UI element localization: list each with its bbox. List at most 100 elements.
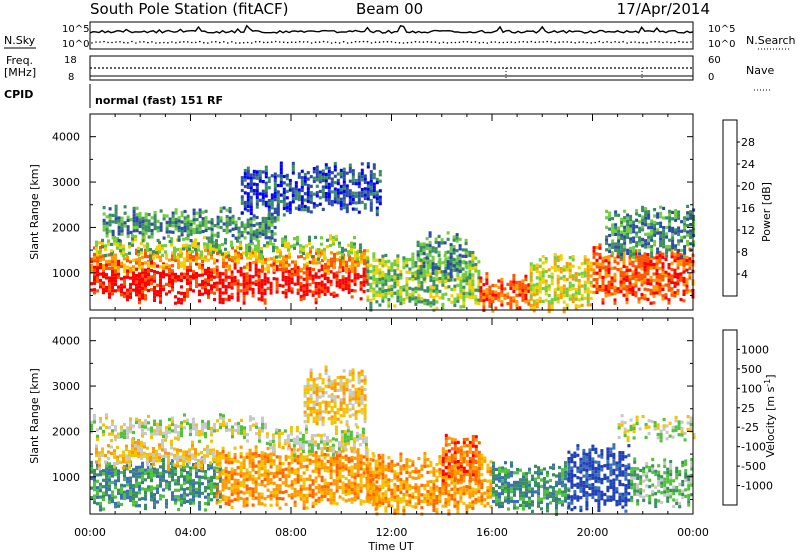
echo-cell bbox=[387, 298, 391, 302]
echo-cell bbox=[186, 272, 189, 276]
echo-cell bbox=[444, 257, 448, 261]
echo-cell bbox=[174, 295, 177, 299]
echo-cell bbox=[122, 466, 125, 470]
echo-cell bbox=[408, 293, 412, 297]
echo-cell bbox=[170, 237, 173, 241]
echo-cell bbox=[141, 421, 144, 425]
echo-cell bbox=[168, 264, 171, 269]
echo-cell bbox=[264, 422, 267, 426]
echo-cell bbox=[240, 431, 243, 435]
echo-cell bbox=[254, 451, 258, 455]
echo-cell bbox=[174, 272, 177, 276]
echo-cell bbox=[393, 269, 397, 273]
echo-cell bbox=[452, 251, 456, 255]
echo-cell bbox=[261, 223, 265, 227]
echo-cell bbox=[254, 445, 258, 449]
echo-cell bbox=[314, 466, 318, 471]
echo-cell bbox=[203, 447, 206, 451]
echo-cell bbox=[174, 423, 177, 427]
echo-cell bbox=[117, 288, 120, 292]
echo-cell bbox=[589, 268, 593, 272]
echo-cell bbox=[607, 264, 611, 268]
echo-cell bbox=[369, 208, 373, 212]
echo-cell bbox=[249, 220, 253, 224]
echo-cell bbox=[610, 282, 614, 286]
echo-cell bbox=[278, 248, 281, 252]
echo-cell bbox=[459, 295, 463, 299]
echo-cell bbox=[339, 265, 342, 269]
echo-cell bbox=[553, 294, 557, 298]
echo-cell bbox=[662, 216, 666, 220]
echo-cell bbox=[224, 275, 228, 279]
echo-cell bbox=[207, 467, 210, 471]
echo-cell bbox=[384, 289, 388, 293]
echo-cell bbox=[338, 279, 342, 283]
echo-cell bbox=[150, 475, 153, 479]
echo-cell bbox=[188, 461, 191, 465]
echo-cell bbox=[143, 445, 146, 449]
echo-cell bbox=[171, 288, 174, 292]
echo-cell bbox=[261, 199, 265, 203]
echo-cell bbox=[299, 455, 303, 460]
echo-cell bbox=[456, 299, 460, 303]
echo-cell bbox=[293, 503, 297, 507]
echo-cell bbox=[227, 451, 231, 455]
echo-cell bbox=[141, 477, 144, 481]
echo-cell bbox=[213, 233, 217, 237]
echo-cell bbox=[338, 285, 342, 289]
echo-cell bbox=[219, 219, 223, 223]
echo-cell bbox=[296, 470, 300, 475]
echo-cell bbox=[117, 479, 120, 483]
echo-cell bbox=[282, 203, 286, 207]
echo-cell bbox=[369, 173, 373, 177]
echo-cell bbox=[222, 414, 225, 418]
echo-cell bbox=[123, 275, 126, 279]
echo-cell bbox=[631, 263, 635, 268]
echo-cell bbox=[592, 252, 596, 256]
echo-cell bbox=[264, 175, 268, 179]
echo-cell bbox=[254, 496, 258, 500]
echo-cell bbox=[179, 465, 182, 469]
echo-cell bbox=[565, 268, 569, 272]
echo-cell bbox=[90, 486, 93, 490]
echo-cell bbox=[290, 274, 294, 278]
echo-cell bbox=[482, 295, 486, 300]
echo-cell bbox=[303, 263, 306, 267]
echo-cell bbox=[239, 490, 243, 494]
echo-cell bbox=[363, 255, 366, 259]
echo-cell bbox=[240, 201, 244, 205]
echo-cell bbox=[153, 422, 156, 426]
echo-cell bbox=[207, 420, 210, 424]
echo-cell bbox=[248, 249, 251, 253]
echo-cell bbox=[240, 425, 243, 429]
echo-cell bbox=[509, 302, 513, 306]
echo-cell bbox=[108, 223, 112, 227]
echo-cell bbox=[324, 179, 328, 183]
echo-cell bbox=[641, 209, 645, 213]
echo-cell bbox=[216, 428, 219, 433]
echo-cell bbox=[264, 194, 268, 198]
echo-cell bbox=[165, 224, 169, 228]
echo-cell bbox=[245, 468, 249, 472]
echo-cell bbox=[183, 260, 186, 264]
echo-cell bbox=[132, 288, 135, 292]
echo-cell bbox=[330, 264, 333, 268]
echo-cell bbox=[586, 274, 590, 278]
echo-cell bbox=[93, 488, 96, 492]
echo-cell bbox=[296, 448, 300, 452]
echo-cell bbox=[683, 219, 687, 223]
noise-search-dot bbox=[366, 40, 369, 43]
echo-cell bbox=[429, 294, 433, 298]
echo-cell bbox=[248, 461, 252, 465]
echo-cell bbox=[245, 478, 249, 482]
echo-cell bbox=[465, 282, 469, 286]
echo-cell bbox=[177, 437, 180, 441]
echo-cell bbox=[661, 294, 665, 298]
echo-cell bbox=[302, 481, 306, 485]
echo-cell bbox=[195, 211, 199, 215]
echo-cell bbox=[260, 256, 263, 260]
echo-cell bbox=[524, 300, 528, 304]
echo-cell bbox=[207, 270, 210, 274]
echo-cell bbox=[195, 262, 198, 266]
echo-cell bbox=[432, 302, 436, 306]
